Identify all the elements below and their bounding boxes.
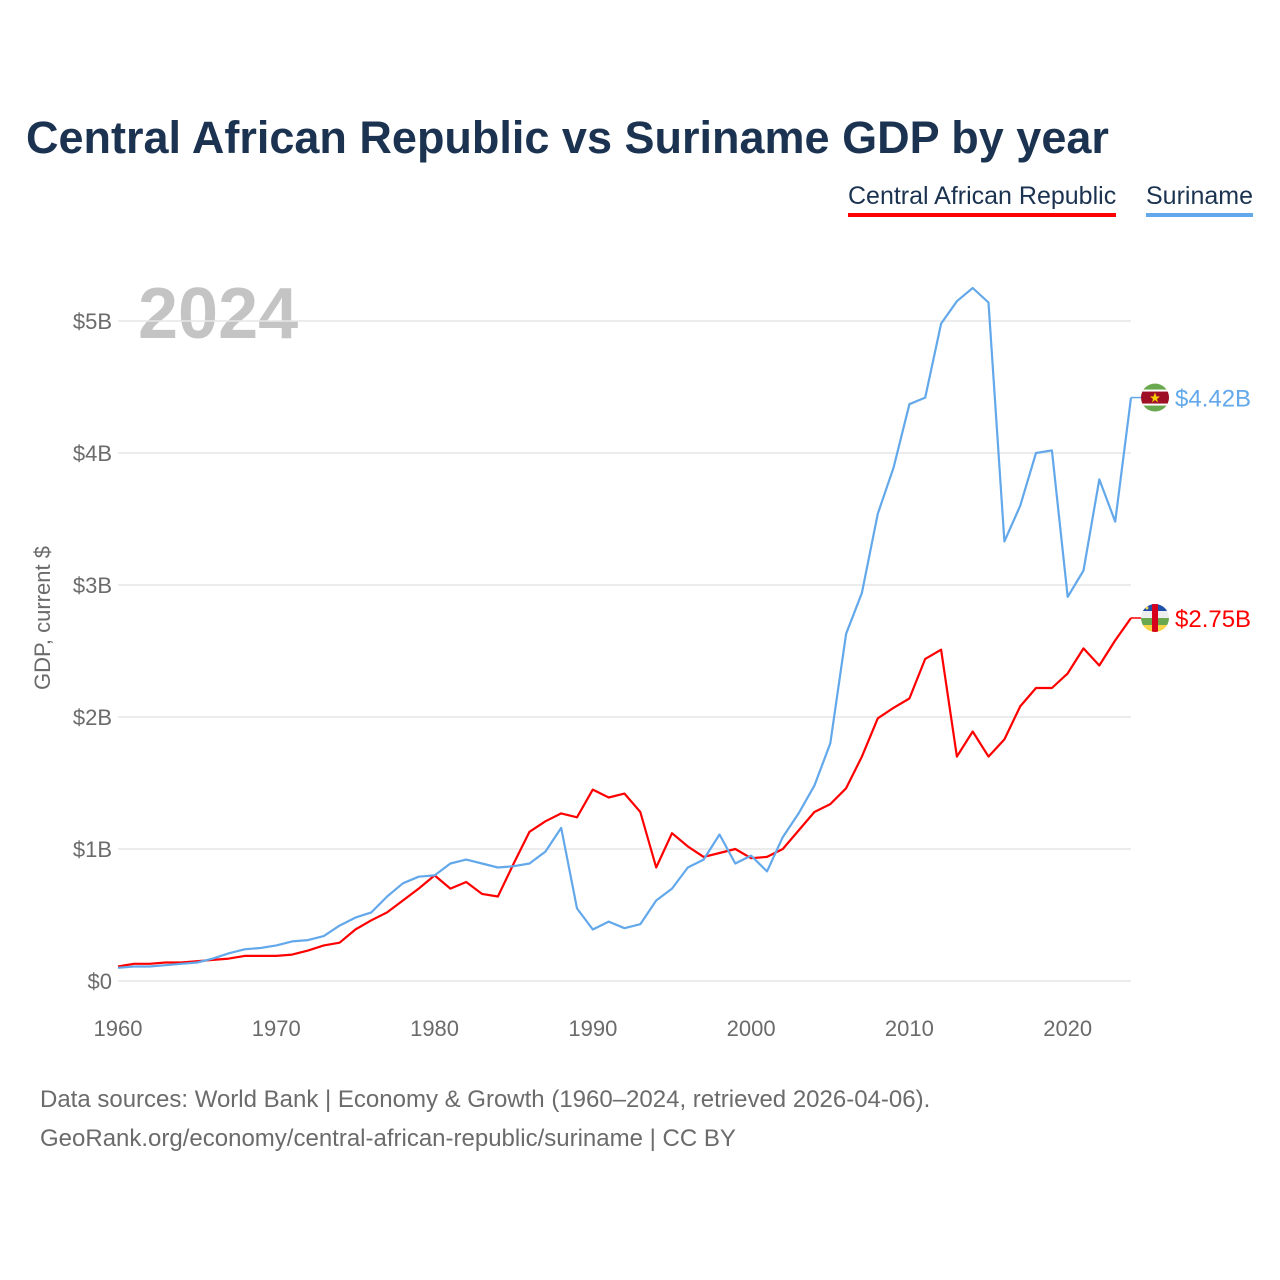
- legend-item-central-african-republic[interactable]: Central African Republic: [848, 182, 1117, 217]
- suriname-flag-icon: [1141, 383, 1169, 412]
- chart-title: Central African Republic vs Suriname GDP…: [26, 112, 1109, 163]
- x-tick-label: 1990: [568, 1016, 617, 1041]
- y-axis-label: GDP, current $: [30, 546, 55, 690]
- series-line-suriname: [117, 286, 1133, 969]
- y-tick-label: $2B: [73, 705, 112, 730]
- x-tick-label: 2020: [1043, 1016, 1092, 1041]
- y-tick-label: $1B: [73, 837, 112, 862]
- end-value-label-suriname: $4.42B: [1175, 386, 1251, 413]
- x-tick-label: 1960: [94, 1016, 143, 1041]
- y-tick-label: $0: [88, 969, 112, 994]
- x-tick-label: 2010: [885, 1016, 934, 1041]
- end-value-label-central-african-republic: $2.75B: [1175, 606, 1251, 633]
- footer-attribution: GeoRank.org/economy/central-african-repu…: [40, 1125, 736, 1152]
- footer-sources: Data sources: World Bank | Economy & Gro…: [40, 1086, 931, 1113]
- year-watermark: 2024: [138, 274, 298, 354]
- x-tick-label: 1980: [410, 1016, 459, 1041]
- legend-item-suriname[interactable]: Suriname: [1146, 182, 1253, 217]
- y-tick-label: $3B: [73, 573, 112, 598]
- y-tick-label: $5B: [73, 309, 112, 334]
- x-tick-label: 2000: [727, 1016, 776, 1041]
- y-tick-label: $4B: [73, 441, 112, 466]
- central-african-republic-flag-icon: [1141, 604, 1169, 632]
- series-line-central-african-republic: [117, 617, 1132, 968]
- x-tick-label: 1970: [252, 1016, 301, 1041]
